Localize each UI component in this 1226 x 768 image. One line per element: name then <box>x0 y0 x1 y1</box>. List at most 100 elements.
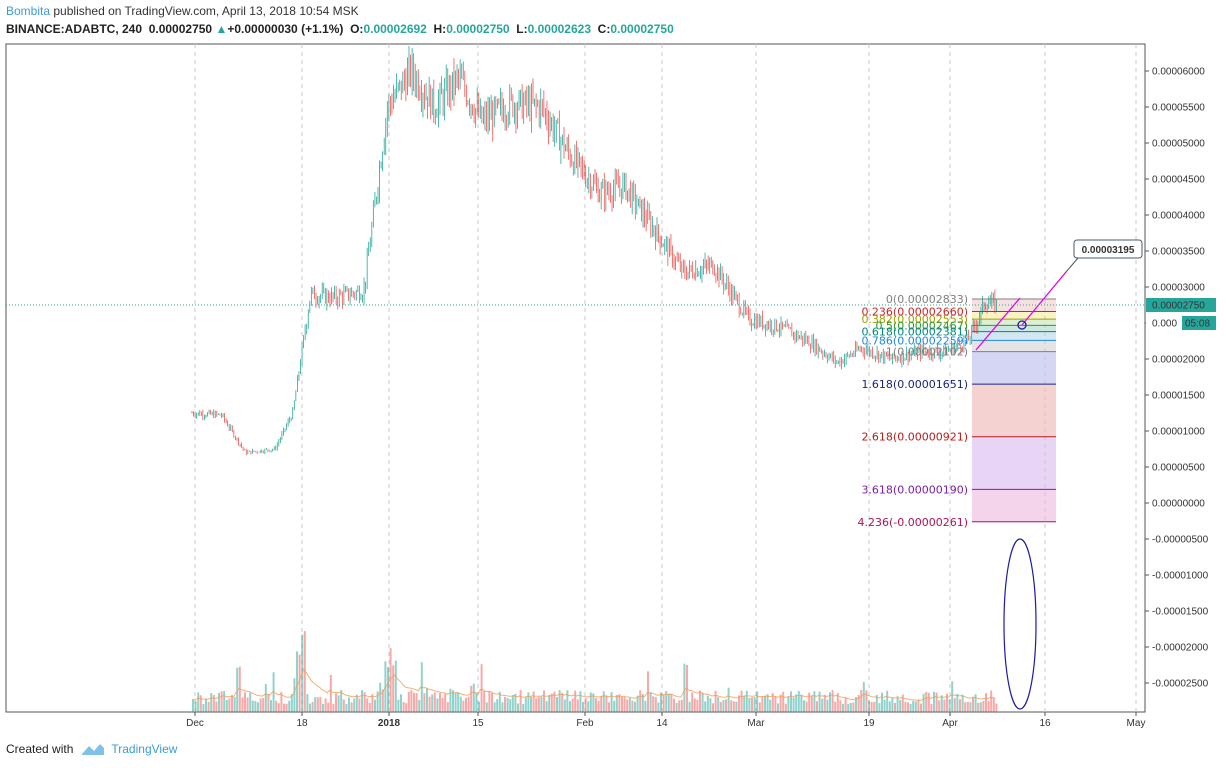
volume-bar <box>938 700 941 712</box>
volume-bar <box>873 701 876 712</box>
volume-bar <box>740 690 743 712</box>
volume-bar <box>199 695 202 712</box>
volume-bar <box>592 693 595 712</box>
volume-bar <box>982 701 985 712</box>
volume-bar <box>608 702 610 712</box>
volume-bar <box>405 703 408 712</box>
volume-bar <box>792 697 795 712</box>
volume-bar <box>251 700 254 712</box>
volume-bar <box>545 701 548 712</box>
volume-bar <box>964 702 967 712</box>
volume-bar <box>894 702 896 712</box>
volume-bar <box>654 697 657 712</box>
volume-bar <box>498 691 501 712</box>
volume-bar <box>483 690 486 712</box>
volume-bar <box>628 697 631 712</box>
volume-bar <box>847 703 850 712</box>
volume-bar <box>298 654 301 712</box>
volume-bar <box>418 699 421 712</box>
volume-bar <box>797 690 800 712</box>
tradingview-link[interactable]: TradingView <box>111 742 178 756</box>
volume-bar <box>283 703 285 712</box>
volume-bar <box>761 696 764 712</box>
volume-bar <box>340 690 343 712</box>
volume-bar <box>639 690 642 712</box>
volume-bar <box>556 697 558 712</box>
price-chart[interactable]: Dec 18 2018 15 Feb 14 Mar 19 Apr 16 May 0(0.000028… <box>0 0 1226 740</box>
volume-bar <box>472 683 475 712</box>
volume-bar <box>904 701 907 712</box>
volume-bar <box>712 703 714 712</box>
volume-bar <box>491 692 493 712</box>
fib-zone <box>972 436 1056 490</box>
volume-bar <box>244 692 246 712</box>
volume-bar <box>706 695 709 712</box>
volume-bar <box>868 700 870 712</box>
volume-bar <box>849 702 852 712</box>
volume-bar <box>358 698 361 712</box>
volume-bar <box>891 698 894 712</box>
open-value: 0.00002692 <box>363 22 427 36</box>
volume-bar <box>670 693 673 712</box>
volume-bar <box>883 699 886 712</box>
volume-bar <box>990 690 993 712</box>
volume-bar <box>485 702 488 712</box>
volume-bar <box>896 696 899 712</box>
volume-bar <box>831 690 834 712</box>
y-tick-label: -0.00000500 <box>1152 535 1209 546</box>
volume-bar <box>743 695 746 712</box>
volume-bar <box>524 697 527 712</box>
volume-bar <box>454 692 457 712</box>
volume-bar <box>379 682 382 712</box>
volume-bar <box>660 692 662 712</box>
volume-bar <box>943 699 946 712</box>
y-tick-label: -0.00001000 <box>1152 571 1209 582</box>
y-tick-label: 0.00000000 <box>1152 499 1205 510</box>
volume-bar <box>215 701 218 712</box>
y-tick-label: 0.00001500 <box>1152 391 1205 402</box>
y-tick-label: 0.00005500 <box>1152 103 1205 114</box>
y-tick-label: 0.00004000 <box>1152 211 1205 222</box>
volume-bar <box>782 691 785 712</box>
volume-bar <box>459 696 462 712</box>
volume-bar <box>852 702 855 712</box>
volume-bar <box>569 701 571 712</box>
volume-bar <box>202 703 205 712</box>
y-tick-label: 0.00003000 <box>1152 283 1205 294</box>
volume-bar <box>888 701 891 712</box>
volume-bar <box>800 694 803 712</box>
author-link[interactable]: Bombita <box>6 4 51 18</box>
publish-text: published on TradingView.com, April 13, … <box>53 4 359 18</box>
volume-bar <box>818 691 821 712</box>
volume-bar <box>535 698 538 712</box>
volume-bar <box>511 695 514 712</box>
volume-bar <box>400 694 402 712</box>
volume-bar <box>925 692 928 712</box>
drawings[interactable]: 0.00003195 <box>975 239 1143 710</box>
volume-bar <box>363 692 366 712</box>
volume-bar <box>667 693 670 712</box>
volume-bar <box>784 703 787 712</box>
volume-bar <box>683 663 686 712</box>
volume-bar <box>376 691 379 712</box>
fib-extension-tool[interactable]: 0(0.00002833)0.236(0.00002660)0.382(0.00… <box>857 293 1056 529</box>
y-tick-label: -0.00002000 <box>1152 643 1209 654</box>
volume-bar <box>974 694 977 712</box>
projection-line <box>1021 271 1067 326</box>
volume-bar <box>779 694 782 712</box>
volume-bar <box>467 696 470 712</box>
volume-bar <box>621 696 623 712</box>
volume-bar <box>571 698 574 712</box>
volume-bar <box>563 699 566 712</box>
last-value: 0.00002750 <box>148 22 213 36</box>
volume-bar <box>509 699 512 712</box>
volume-bar <box>220 691 223 712</box>
volume-bar <box>397 699 400 712</box>
volume-bar <box>631 700 634 712</box>
volume-bar <box>935 692 938 712</box>
volume-bar <box>719 701 722 712</box>
volume-bar <box>634 701 636 712</box>
volume-bar <box>795 694 798 712</box>
tradingview-logo-icon[interactable] <box>81 742 105 756</box>
volume-bar <box>428 696 431 712</box>
